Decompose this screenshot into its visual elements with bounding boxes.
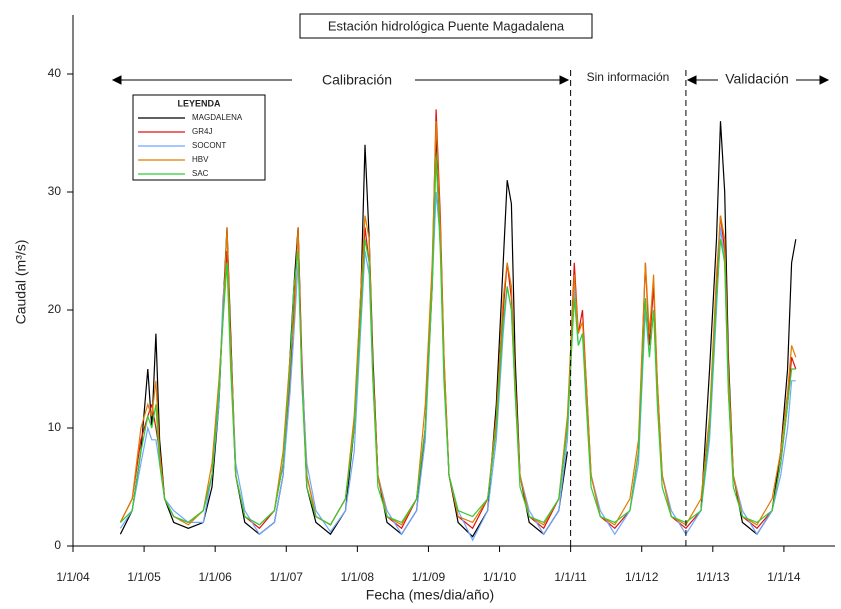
legend-label: GR4J <box>192 127 212 136</box>
y-axis-label: Caudal (m³/s) <box>13 240 29 325</box>
arrow-head <box>686 75 697 85</box>
legend-label: SAC <box>192 169 209 178</box>
x-tick-label: 1/1/11 <box>554 570 587 584</box>
region-arrows <box>111 75 830 85</box>
arrow-head <box>559 75 570 85</box>
y-tick-label: 10 <box>48 420 62 434</box>
x-axis-label: Fecha (mes/dia/año) <box>366 587 494 603</box>
legend-label: HBV <box>192 155 209 164</box>
x-tick-label: 1/1/08 <box>341 570 375 584</box>
x-tick-label: 1/1/06 <box>198 570 232 584</box>
legend-box <box>132 94 266 181</box>
y-tick-label: 40 <box>48 66 62 80</box>
x-tick-label: 1/1/05 <box>127 570 161 584</box>
x-tick-label: 1/1/04 <box>56 570 90 584</box>
y-tick-label: 20 <box>48 302 62 316</box>
x-tick-label: 1/1/07 <box>270 570 304 584</box>
region-label: Sin información <box>587 70 670 84</box>
chart-title: Estación hidrológica Puente Magadalena <box>328 18 565 33</box>
x-tick-label: 1/1/12 <box>625 570 659 584</box>
region-label: Calibración <box>322 72 392 88</box>
y-tick-label: 30 <box>48 184 62 198</box>
x-tick-label: 1/1/10 <box>483 570 517 584</box>
legend-title: LEYENDA <box>177 98 221 108</box>
x-tick-label: 1/1/09 <box>412 570 446 584</box>
x-tick-label: 1/1/13 <box>696 570 730 584</box>
series-line <box>119 191 796 542</box>
legend-label: MAGDALENA <box>192 113 243 122</box>
arrow-head <box>111 75 122 85</box>
region-label: Validación <box>725 71 789 87</box>
arrow-head <box>819 75 830 85</box>
series-line <box>119 156 796 526</box>
title-box <box>299 13 593 39</box>
x-tick-label: 1/1/14 <box>767 570 801 584</box>
legend: MAGDALENA GR4J SOCONT HBV SAC <box>138 113 243 178</box>
plot-area <box>119 109 797 542</box>
y-tick-label: 0 <box>54 538 61 552</box>
legend-label: SOCONT <box>192 141 226 150</box>
